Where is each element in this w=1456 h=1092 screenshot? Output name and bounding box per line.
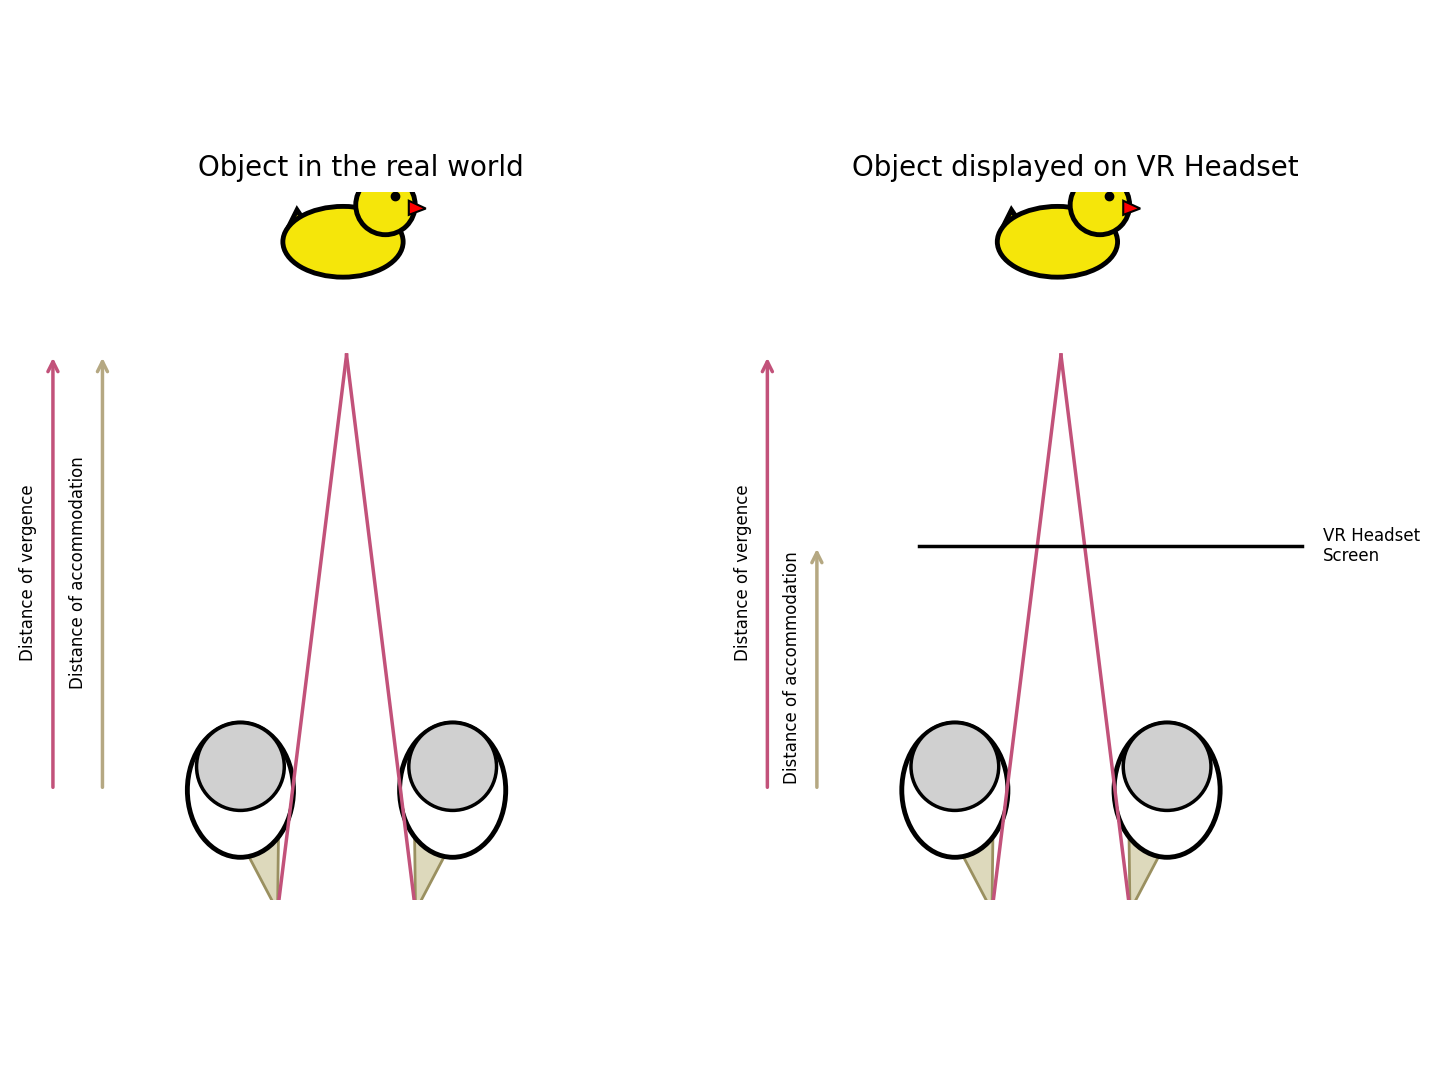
Ellipse shape [997, 206, 1118, 277]
Text: Distance of vergence: Distance of vergence [734, 484, 751, 661]
Ellipse shape [399, 723, 505, 857]
Text: VR Headset
Screen: VR Headset Screen [1322, 526, 1420, 566]
Polygon shape [1123, 201, 1140, 215]
Circle shape [1070, 176, 1130, 235]
Text: Distance of accommodation: Distance of accommodation [783, 551, 801, 784]
Title: Object displayed on VR Headset: Object displayed on VR Headset [852, 154, 1299, 181]
Polygon shape [1128, 767, 1206, 911]
Ellipse shape [282, 206, 403, 277]
Circle shape [197, 723, 284, 810]
Polygon shape [414, 767, 492, 911]
Circle shape [911, 723, 999, 810]
Ellipse shape [188, 723, 294, 857]
Ellipse shape [901, 723, 1008, 857]
Polygon shape [409, 201, 425, 215]
Polygon shape [1000, 210, 1025, 232]
Polygon shape [916, 767, 994, 911]
Ellipse shape [1114, 723, 1220, 857]
Polygon shape [201, 767, 280, 911]
Circle shape [1123, 723, 1211, 810]
Polygon shape [287, 210, 312, 232]
Title: Object in the real world: Object in the real world [198, 154, 524, 181]
Text: Distance of vergence: Distance of vergence [19, 484, 38, 661]
Circle shape [409, 723, 496, 810]
Text: Distance of accommodation: Distance of accommodation [68, 456, 87, 689]
Circle shape [355, 176, 415, 235]
